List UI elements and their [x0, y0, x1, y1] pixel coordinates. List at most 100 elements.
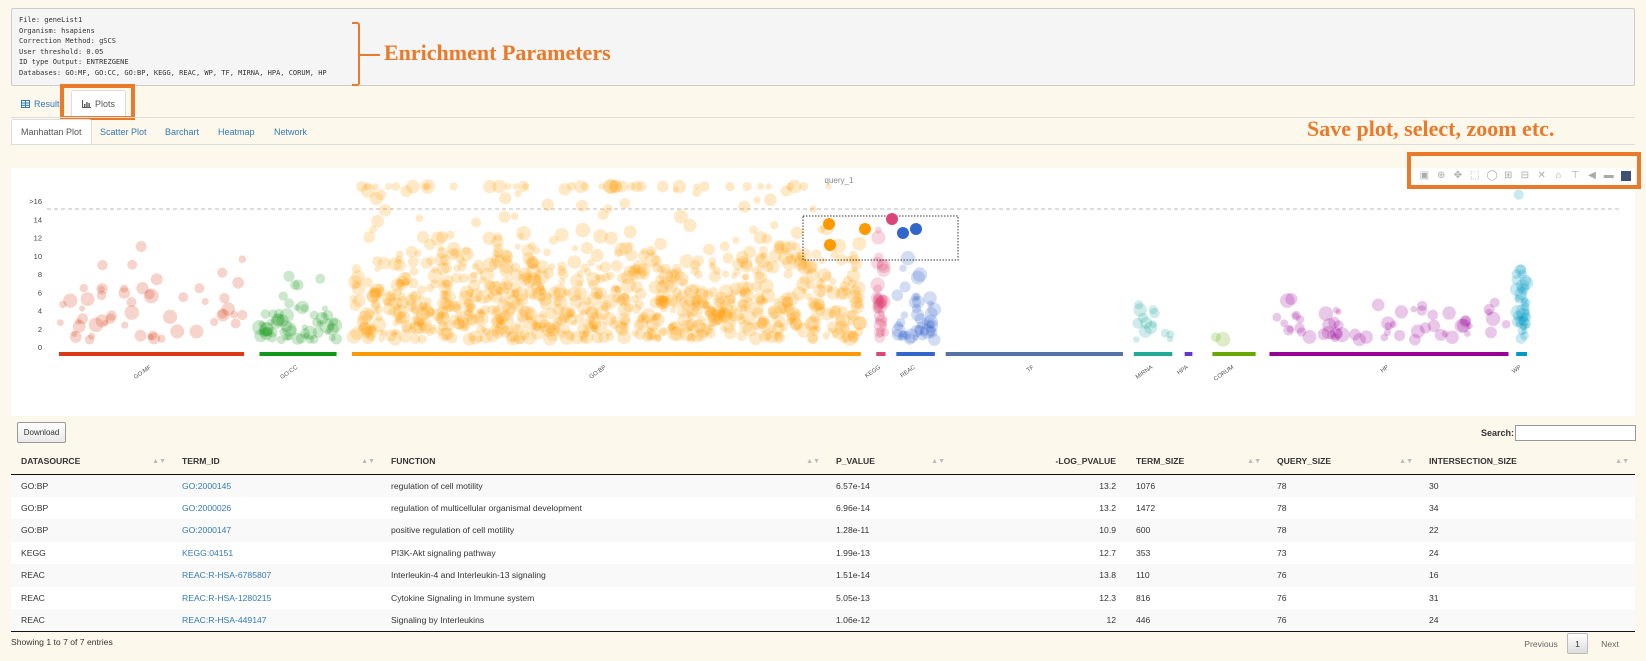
- term-point[interactable]: [625, 249, 638, 262]
- term-point[interactable]: [755, 253, 771, 268]
- term-point[interactable]: [1160, 328, 1170, 338]
- term-point[interactable]: [780, 247, 789, 255]
- term-point[interactable]: [429, 327, 437, 335]
- term-point[interactable]: [1328, 316, 1340, 329]
- term-point[interactable]: [660, 276, 675, 291]
- term-point[interactable]: [797, 259, 807, 270]
- term-point[interactable]: [646, 245, 656, 256]
- term-point[interactable]: [757, 296, 766, 305]
- term-point[interactable]: [774, 319, 783, 328]
- term-point[interactable]: [1521, 296, 1528, 304]
- term-point[interactable]: [587, 258, 595, 267]
- term-point[interactable]: [585, 306, 599, 319]
- term-point[interactable]: [817, 284, 824, 291]
- term-point[interactable]: [715, 315, 724, 324]
- term-point[interactable]: [491, 316, 504, 329]
- reset-axes-icon[interactable]: ⌂: [1555, 169, 1562, 181]
- term-point[interactable]: [767, 304, 782, 319]
- term-point[interactable]: [349, 300, 361, 312]
- term-point[interactable]: [517, 180, 530, 193]
- term-point[interactable]: [749, 301, 764, 316]
- term-point[interactable]: [621, 278, 636, 294]
- term-point[interactable]: [395, 276, 410, 290]
- term-point[interactable]: [871, 230, 886, 245]
- term-point[interactable]: [437, 245, 444, 252]
- term-point[interactable]: [687, 312, 696, 321]
- term-point[interactable]: [426, 307, 435, 317]
- term-point[interactable]: [742, 322, 757, 337]
- term-point[interactable]: [708, 287, 719, 298]
- term-point[interactable]: [842, 276, 853, 287]
- term-point[interactable]: [891, 289, 904, 302]
- term-point[interactable]: [324, 328, 332, 335]
- term-point[interactable]: [1394, 329, 1406, 342]
- term-point[interactable]: [593, 320, 608, 335]
- term-point[interactable]: [462, 332, 476, 346]
- term-point[interactable]: [768, 324, 777, 333]
- term-point[interactable]: [579, 335, 589, 344]
- term-point[interactable]: [761, 297, 768, 305]
- term-point[interactable]: [737, 316, 746, 325]
- term-point[interactable]: [106, 310, 117, 321]
- term-point[interactable]: [896, 317, 906, 328]
- term-point[interactable]: [430, 279, 440, 289]
- term-point[interactable]: [420, 304, 435, 319]
- term-point[interactable]: [623, 302, 634, 313]
- term-point[interactable]: [610, 316, 618, 324]
- term-point[interactable]: [460, 247, 474, 262]
- term-point[interactable]: [150, 273, 163, 286]
- term-point[interactable]: [737, 299, 747, 309]
- term-point[interactable]: [792, 309, 802, 319]
- term-point[interactable]: [321, 305, 328, 312]
- term-point[interactable]: [411, 315, 421, 325]
- term-point[interactable]: [258, 326, 270, 338]
- term-point[interactable]: [751, 322, 760, 331]
- term-point[interactable]: [618, 312, 631, 325]
- term-point[interactable]: [458, 320, 470, 332]
- term-point[interactable]: [828, 309, 838, 319]
- term-point[interactable]: [686, 311, 693, 318]
- term-point[interactable]: [658, 268, 673, 283]
- term-point[interactable]: [627, 267, 641, 281]
- term-point[interactable]: [927, 300, 934, 308]
- term-point[interactable]: [369, 192, 383, 206]
- term-point[interactable]: [543, 248, 551, 257]
- term-point[interactable]: [1380, 333, 1389, 342]
- term-point[interactable]: [441, 262, 453, 274]
- term-point[interactable]: [683, 293, 696, 307]
- term-id-link[interactable]: GO:2000026: [182, 502, 232, 513]
- term-point[interactable]: [499, 263, 514, 278]
- term-point[interactable]: [127, 259, 138, 270]
- term-point[interactable]: [667, 326, 682, 341]
- term-point[interactable]: [776, 302, 789, 314]
- term-point[interactable]: [677, 289, 688, 300]
- term-point[interactable]: [904, 333, 916, 345]
- term-point[interactable]: [375, 314, 383, 322]
- term-point[interactable]: [911, 308, 924, 322]
- term-point[interactable]: [651, 262, 663, 273]
- term-point[interactable]: [1515, 279, 1530, 293]
- term-point[interactable]: [440, 281, 447, 288]
- term-point[interactable]: [1523, 322, 1531, 330]
- term-point[interactable]: [363, 182, 372, 191]
- term-point[interactable]: [791, 242, 801, 251]
- term-point[interactable]: [879, 295, 888, 303]
- highlighted-term-point[interactable]: [823, 218, 835, 230]
- term-point[interactable]: [736, 281, 751, 295]
- term-id-link[interactable]: KEGG:04151: [182, 547, 234, 558]
- term-point[interactable]: [738, 200, 751, 213]
- term-point[interactable]: [319, 318, 335, 334]
- term-point[interactable]: [811, 249, 822, 259]
- term-point[interactable]: [708, 318, 718, 327]
- term-point[interactable]: [639, 270, 650, 280]
- term-point[interactable]: [516, 309, 529, 322]
- cell-term-id[interactable]: GO:2000147: [172, 519, 381, 542]
- term-point[interactable]: [217, 267, 228, 278]
- term-point[interactable]: [870, 291, 884, 305]
- term-point[interactable]: [489, 258, 501, 270]
- term-point[interactable]: [567, 286, 582, 302]
- term-point[interactable]: [431, 308, 445, 322]
- term-point[interactable]: [502, 280, 513, 291]
- term-point[interactable]: [413, 320, 427, 334]
- term-point[interactable]: [596, 274, 606, 284]
